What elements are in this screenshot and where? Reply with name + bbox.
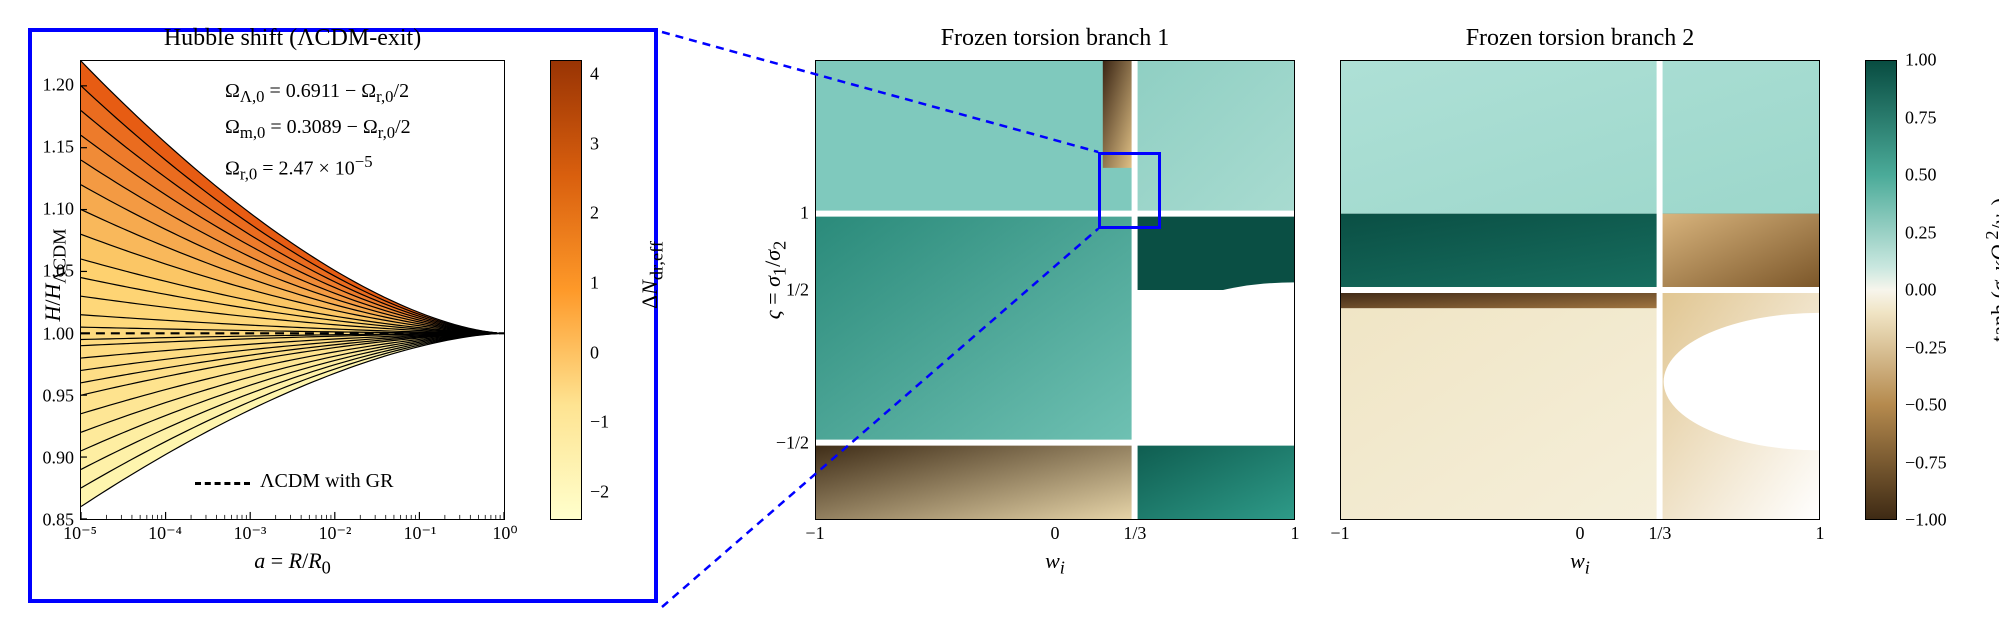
xtick: −1 [805,523,824,544]
cbar2-tick: 0.00 [1905,280,1937,301]
figure: Hubble shift (ΛCDM-exit) a = R/R0 H/HΛCD… [10,10,1989,602]
cbar2-tick: 0.75 [1905,107,1937,128]
ytick: −1/2 [754,433,809,454]
xtick: 1 [1291,523,1300,544]
xtick: 1/3 [1648,523,1671,544]
cbar2-tick: −0.25 [1905,337,1947,358]
cbar1-tick: −1 [590,412,609,433]
panel3-svg [1341,61,1819,519]
ytick: 1.05 [24,261,74,282]
xtick: 10⁻⁴ [148,523,182,544]
hubble-shift-panel: Hubble shift (ΛCDM-exit) a = R/R0 H/HΛCD… [80,25,505,570]
cbar2-tick: 0.50 [1905,165,1937,186]
panel3-xlabel: wi [1340,548,1820,578]
cbar1-tick: 2 [590,203,599,224]
panel2-title: Frozen torsion branch 1 [815,25,1295,52]
legend-label: ΛCDM with GR [260,470,393,493]
xtick: 10⁻² [319,523,352,544]
ytick: 0.95 [24,385,74,406]
param-annotation: ΩΛ,0 = 0.6911 − Ωr,0/2 [225,80,409,107]
xtick: 1/3 [1123,523,1146,544]
ytick: 1.20 [24,74,74,95]
param-annotation: Ωr,0 = 2.47 × 10−5 [225,152,373,185]
cbar1-tick: 4 [590,63,599,84]
panel3-axes [1340,60,1820,520]
ytick: 1 [754,203,809,224]
xtick: 10⁻³ [234,523,267,544]
cbar2-tick: −0.75 [1905,452,1947,473]
ytick: 0.90 [24,447,74,468]
cbar2-tick: −1.00 [1905,510,1947,531]
xtick: 0 [1051,523,1060,544]
xtick: 10⁻¹ [404,523,437,544]
ytick: 1/2 [754,280,809,301]
cbar1-tick: 3 [590,133,599,154]
xtick: 10⁰ [492,523,517,544]
xtick: −1 [1330,523,1349,544]
legend-line [195,482,250,485]
panel2-axes [815,60,1295,520]
panel1-xlabel: a = R/R0 [80,548,505,578]
panel2-xlabel: wi [815,548,1295,578]
cbar2-tick: −0.50 [1905,395,1947,416]
xtick: 1 [1816,523,1825,544]
panel1-title: Hubble shift (ΛCDM-exit) [80,25,505,52]
callout-inner [1098,152,1160,229]
ytick: 1.00 [24,323,74,344]
branch2-panel: Frozen torsion branch 2 wi −101/31 [1340,25,1820,570]
xtick: 0 [1576,523,1585,544]
panel3-title: Frozen torsion branch 2 [1340,25,1820,52]
cbar2-tick: 1.00 [1905,50,1937,71]
ytick: 1.10 [24,199,74,220]
cbar2-tick: 0.25 [1905,222,1937,243]
colorbar-tanh-label: tanh (σ2κQi2/v2) [1982,170,1999,370]
cbar1-tick: −2 [590,482,609,503]
colorbar-tanh [1865,60,1897,520]
cbar1-tick: 1 [590,273,599,294]
colorbar-dN [550,60,582,520]
colorbar-dN-label: ΔNdr,eff [637,215,667,335]
ytick: 1.15 [24,137,74,158]
branch1-panel: Frozen torsion branch 1 wi ς = σ1/σ2 −10… [815,25,1295,570]
cbar1-tick: 0 [590,342,599,363]
panel2-svg [816,61,1294,519]
ytick: 0.85 [24,510,74,531]
param-annotation: Ωm,0 = 0.3089 − Ωr,0/2 [225,116,411,143]
